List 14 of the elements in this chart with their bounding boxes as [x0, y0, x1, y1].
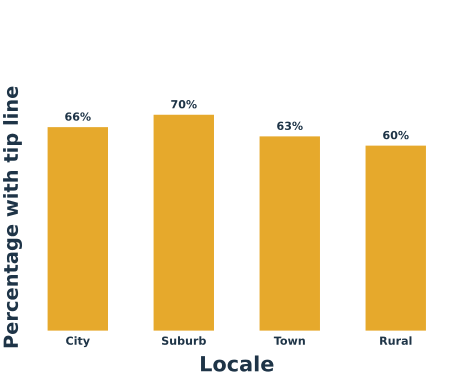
- data-label: 63%: [277, 122, 303, 130]
- x-tick-label: Suburb: [162, 336, 206, 345]
- data-label: 60%: [383, 130, 409, 140]
- bar: [366, 146, 426, 331]
- bar: [260, 136, 320, 331]
- y-axis-title: Percentage with tip line: [3, 86, 22, 348]
- x-tick-label: Rural: [380, 336, 412, 345]
- x-tick-label: Town: [274, 336, 305, 345]
- x-tick-label: City: [66, 336, 90, 348]
- bar: [154, 114, 214, 331]
- bar: [48, 127, 108, 331]
- data-label: 70%: [171, 100, 197, 108]
- data-label: 66%: [65, 112, 91, 121]
- x-axis-title: Locale: [201, 355, 274, 372]
